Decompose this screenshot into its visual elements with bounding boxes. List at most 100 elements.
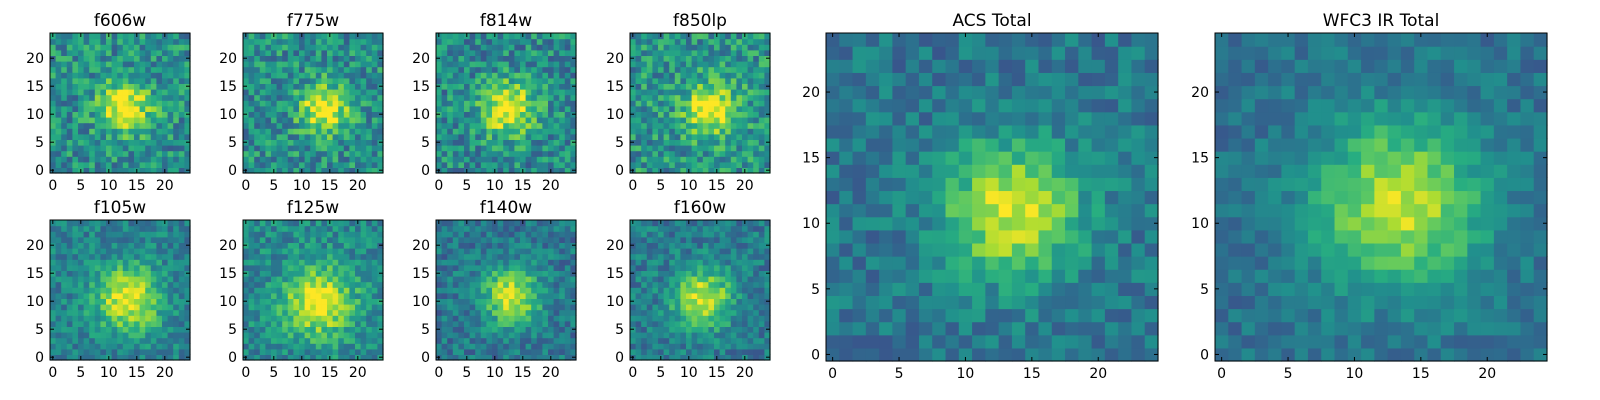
heatmap-cell xyxy=(564,242,571,249)
heatmap-cell xyxy=(630,66,637,73)
heatmap-cell xyxy=(61,66,68,73)
heatmap-cell xyxy=(663,145,670,152)
heatmap-cell xyxy=(469,242,476,249)
heatmap-cell xyxy=(299,304,306,311)
heatmap-cell xyxy=(343,287,350,294)
heatmap-cell xyxy=(78,270,85,277)
heatmap-cell xyxy=(332,236,339,243)
heatmap-cell xyxy=(680,89,687,96)
heatmap-cell xyxy=(332,122,339,129)
heatmap-cell xyxy=(282,337,289,344)
heatmap-cell xyxy=(332,66,339,73)
heatmap-cell xyxy=(66,167,73,174)
heatmap-cell xyxy=(480,354,487,361)
heatmap-cell xyxy=(173,38,180,45)
heatmap-cell xyxy=(55,270,62,277)
heatmap-cell xyxy=(287,44,294,51)
heatmap-cell xyxy=(492,348,499,355)
heatmap-cell xyxy=(646,38,653,45)
heatmap-cell xyxy=(111,133,118,140)
heatmap-cell xyxy=(736,161,743,168)
heatmap-cell xyxy=(371,348,378,355)
heatmap-cell xyxy=(343,128,350,135)
heatmap-cell xyxy=(83,242,90,249)
heatmap-cell xyxy=(66,354,73,361)
heatmap-cell xyxy=(635,287,642,294)
heatmap-cell xyxy=(464,77,471,84)
heatmap-cell xyxy=(475,264,482,271)
heatmap-cell xyxy=(674,105,681,112)
heatmap-cell xyxy=(184,304,191,311)
heatmap-cell xyxy=(680,61,687,68)
heatmap-cell xyxy=(758,100,765,107)
heatmap-cell xyxy=(492,242,499,249)
heatmap-cell xyxy=(714,72,721,79)
heatmap-cell xyxy=(452,49,459,56)
heatmap-cell xyxy=(480,326,487,333)
heatmap-cell xyxy=(486,276,493,283)
heatmap-cell xyxy=(55,287,62,294)
heatmap-cell xyxy=(248,72,255,79)
heatmap-cell xyxy=(271,94,278,101)
heatmap-cell xyxy=(327,276,334,283)
heatmap-cell xyxy=(162,281,169,288)
heatmap-cell xyxy=(663,49,670,56)
heatmap-cell xyxy=(327,61,334,68)
heatmap-cell xyxy=(332,145,339,152)
heatmap-cell xyxy=(304,77,311,84)
heatmap-cell xyxy=(145,332,152,339)
heatmap-cell xyxy=(94,77,101,84)
heatmap-cell xyxy=(480,33,487,40)
heatmap-cell xyxy=(89,145,96,152)
heatmap-cell xyxy=(669,320,676,327)
heatmap-cell xyxy=(714,94,721,101)
heatmap-cell xyxy=(559,55,566,62)
heatmap-cell xyxy=(293,89,300,96)
heatmap-cell xyxy=(508,128,515,135)
heatmap-cell xyxy=(338,236,345,243)
heatmap-cell xyxy=(134,315,141,322)
heatmap-cell xyxy=(134,332,141,339)
heatmap-cell xyxy=(548,55,555,62)
heatmap-cell xyxy=(122,61,129,68)
heatmap-cell xyxy=(542,49,549,56)
heatmap-cell xyxy=(503,72,510,79)
heatmap-cell xyxy=(730,33,737,40)
heatmap-cell xyxy=(167,315,174,322)
heatmap-cell xyxy=(436,94,443,101)
heatmap-cell xyxy=(536,89,543,96)
heatmap-cell xyxy=(349,315,356,322)
heatmap-cell xyxy=(315,298,322,305)
heatmap-cell xyxy=(327,320,334,327)
heatmap-cell xyxy=(447,326,454,333)
heatmap-cell xyxy=(61,270,68,277)
heatmap-cell xyxy=(78,248,85,255)
heatmap-cell xyxy=(338,276,345,283)
y-tick-label: 20 xyxy=(219,238,237,254)
heatmap-cell xyxy=(276,77,283,84)
heatmap-cell xyxy=(663,44,670,51)
heatmap-cell xyxy=(117,83,124,90)
heatmap-cell xyxy=(55,354,62,361)
heatmap-cell xyxy=(248,61,255,68)
heatmap-cell xyxy=(259,348,266,355)
heatmap-cell xyxy=(366,242,373,249)
heatmap-cell xyxy=(646,44,653,51)
heatmap-cell xyxy=(503,139,510,146)
heatmap-cell xyxy=(111,89,118,96)
heatmap-cell xyxy=(531,354,538,361)
heatmap-cell xyxy=(486,94,493,101)
heatmap-cell xyxy=(475,38,482,45)
heatmap-cell xyxy=(66,248,73,255)
heatmap-cell xyxy=(355,139,362,146)
heatmap-cell xyxy=(83,150,90,157)
x-tick-label: 10 xyxy=(293,365,311,381)
heatmap-cell xyxy=(742,161,749,168)
heatmap-cell xyxy=(162,66,169,73)
heatmap-cell xyxy=(497,220,504,227)
heatmap-cell xyxy=(360,320,367,327)
heatmap-cell xyxy=(570,145,577,152)
heatmap-cell xyxy=(332,315,339,322)
heatmap-cell xyxy=(691,145,698,152)
heatmap-cell xyxy=(150,304,157,311)
